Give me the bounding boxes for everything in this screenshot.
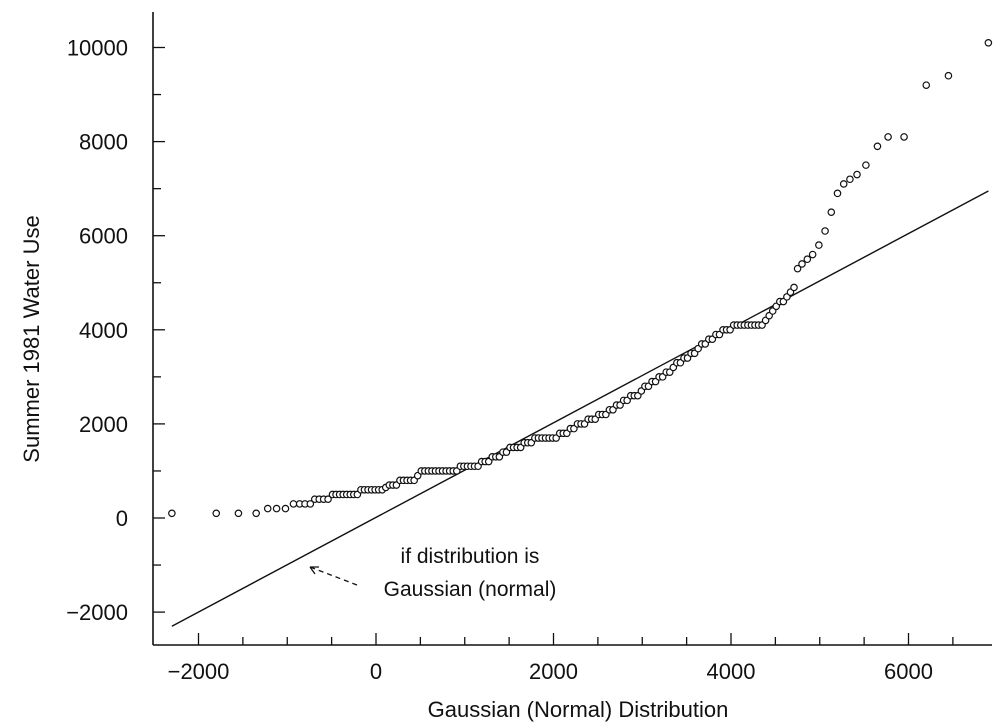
y-axis-title: Summer 1981 Water Use <box>19 215 44 462</box>
data-point <box>793 264 802 273</box>
y-tick-label: 8000 <box>79 130 128 155</box>
data-point <box>252 509 260 518</box>
data-point <box>306 500 315 508</box>
data-point <box>884 133 892 141</box>
data-point <box>900 133 908 141</box>
y-tick-label: 2000 <box>79 412 128 437</box>
annotation-arrowhead <box>309 566 319 575</box>
data-point <box>827 208 836 216</box>
annotation-line-2: Gaussian (normal) <box>384 578 557 601</box>
data-point <box>873 142 882 151</box>
x-tick-label: 0 <box>370 659 382 684</box>
data-point <box>821 227 829 235</box>
data-point <box>833 189 842 198</box>
data-point <box>324 495 332 503</box>
data-point <box>289 500 298 508</box>
data-point <box>944 71 953 80</box>
annotation: if distribution is Gaussian (normal) <box>309 545 557 601</box>
x-tick-label: 2000 <box>529 659 578 684</box>
x-tick-label: −2000 <box>168 659 230 684</box>
data-point <box>808 250 817 259</box>
y-tick-label: 6000 <box>79 224 128 249</box>
data-point <box>790 283 798 292</box>
data-point <box>798 260 806 268</box>
x-axis-title: Gaussian (Normal) Distribution <box>428 697 729 722</box>
data-point <box>281 504 290 513</box>
data-points <box>168 38 993 518</box>
data-point <box>263 504 272 513</box>
data-point <box>168 509 176 518</box>
y-tick-label: −2000 <box>66 600 128 625</box>
y-tick-label: 4000 <box>79 318 128 343</box>
data-point <box>984 38 993 47</box>
y-tick-label: 0 <box>116 506 128 531</box>
data-point <box>803 255 812 264</box>
data-point <box>272 504 281 513</box>
annotation-arrow <box>309 566 358 586</box>
data-point <box>922 81 931 89</box>
gaussian-reference-line <box>171 190 989 627</box>
reference-line-layer <box>171 190 989 627</box>
data-point <box>815 241 823 249</box>
x-tick-label: 6000 <box>884 659 933 684</box>
x-tick-label: 4000 <box>707 659 756 684</box>
annotation-line-1: if distribution is <box>401 545 540 568</box>
axes: −2000 0 2000 4000 6000 −2000 0 2000 4000 6000 8000… <box>66 12 992 684</box>
data-point <box>234 509 243 518</box>
data-point <box>846 175 854 184</box>
y-tick-label: 10000 <box>67 36 128 61</box>
data-point <box>853 170 861 179</box>
data-point <box>839 180 848 188</box>
data-point <box>862 161 870 169</box>
data-point <box>212 509 221 518</box>
